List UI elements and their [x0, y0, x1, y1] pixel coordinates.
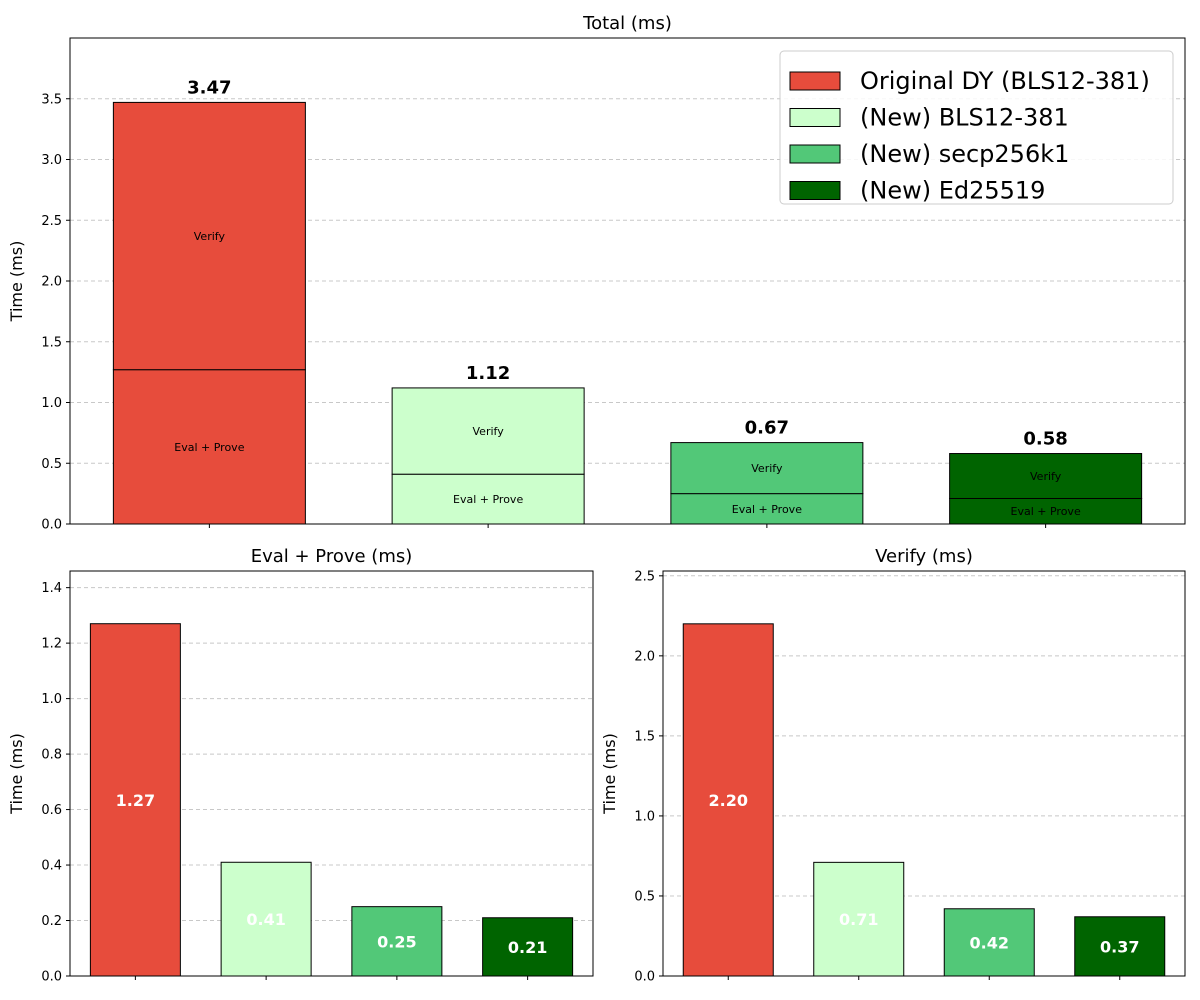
- bar-value-label: 0.25: [377, 932, 416, 951]
- y-tick-label: 0.0: [41, 970, 62, 985]
- segment-label-verify: Verify: [473, 425, 505, 438]
- legend-swatch: [789, 71, 841, 91]
- y-tick-label: 1.0: [41, 396, 62, 411]
- y-tick-label: 1.5: [634, 729, 655, 744]
- legend-swatch: [789, 181, 841, 200]
- total-value-label: 0.58: [1023, 429, 1067, 450]
- legend-swatch: [789, 108, 841, 127]
- bar-verify: [949, 453, 1143, 499]
- y-tick-label: 0.4: [41, 859, 62, 874]
- segment-label-verify: Verify: [194, 230, 226, 243]
- bar: [813, 861, 905, 977]
- bar-value-label: 0.21: [508, 938, 547, 957]
- chart-2: 0.0 0.2 0.4 0.6 0.8 1.0 1.2 1.4 1.27 0.41 0.25 0.21…: [7, 546, 594, 985]
- y-tick-label: 3.0: [41, 153, 62, 168]
- y-axis-label: Time (ms): [7, 733, 26, 815]
- chart-title: Total (ms): [582, 13, 672, 34]
- y-tick-label: 0.6: [41, 803, 62, 818]
- legend-label: (New) secp256k1: [860, 140, 1069, 168]
- bar-value-label: 0.41: [246, 910, 285, 929]
- y-tick-label: 0.2: [41, 914, 62, 929]
- segment-label-eval-prove: Eval + Prove: [732, 503, 802, 516]
- y-tick-label: 2.0: [634, 649, 655, 664]
- y-tick-label: 0.8: [41, 748, 62, 763]
- bar-verify: [112, 101, 306, 371]
- bar-eval-prove: [670, 493, 864, 525]
- legend-label: (New) BLS12-381: [860, 104, 1069, 132]
- segment-label-eval-prove: Eval + Prove: [453, 493, 523, 506]
- legend-label: Original DY (BLS12-381): [860, 67, 1150, 95]
- y-axis-label: Time (ms): [600, 733, 619, 815]
- legend: Original DY (BLS12-381) (New) BLS12-381 (N…: [779, 50, 1174, 205]
- bar-value-label: 0.37: [1100, 937, 1139, 956]
- bar-value-label: 2.20: [709, 791, 748, 810]
- legend-box: [779, 50, 1174, 205]
- chart-3: 0.0 0.5 1.0 1.5 2.0 2.5 2.20 0.71 0.42 0.37 Verify…: [600, 546, 1186, 985]
- y-tick-label: 0.5: [634, 889, 655, 904]
- bar: [943, 908, 1035, 977]
- bar-value-label: 0.42: [970, 933, 1009, 952]
- total-value-label: 0.67: [745, 418, 789, 439]
- chart-title: Eval + Prove (ms): [251, 546, 413, 567]
- bar: [89, 623, 181, 977]
- bar: [220, 861, 312, 977]
- y-tick-label: 1.0: [634, 809, 655, 824]
- bar-verify: [391, 387, 585, 475]
- axes-frame: [69, 570, 594, 977]
- bar-verify: [670, 442, 864, 495]
- y-tick-label: 1.2: [41, 637, 62, 652]
- bar: [351, 906, 443, 977]
- y-tick-label: 0.5: [41, 457, 62, 472]
- legend-swatch: [789, 144, 841, 164]
- segment-label-verify: Verify: [751, 462, 783, 475]
- chart-title: Verify (ms): [875, 546, 973, 567]
- y-tick-label: 1.0: [41, 692, 62, 707]
- chart-1: 0.0 0.5 1.0 1.5 2.0 2.5 3.0 3.5 Eval + Prove Veri…: [7, 13, 1186, 533]
- bar-value-label: 0.71: [839, 910, 878, 929]
- segment-label-eval-prove: Eval + Prove: [1011, 505, 1081, 518]
- y-tick-label: 1.4: [41, 581, 62, 596]
- bar: [482, 917, 574, 977]
- segment-label-verify: Verify: [1030, 470, 1062, 483]
- bar: [682, 623, 774, 977]
- y-tick-label: 2.5: [41, 214, 62, 229]
- bar-eval-prove: [391, 473, 585, 525]
- y-tick-label: 0.0: [634, 970, 655, 985]
- legend-label: (New) Ed25519: [860, 177, 1045, 205]
- y-axis-label: Time (ms): [7, 241, 26, 323]
- y-tick-label: 2.0: [41, 275, 62, 290]
- axes-frame: [69, 37, 1186, 525]
- y-tick-label: 1.5: [41, 335, 62, 350]
- bar-value-label: 1.27: [116, 791, 155, 810]
- total-value-label: 3.47: [187, 77, 231, 98]
- y-tick-label: 0.0: [41, 518, 62, 533]
- y-tick-label: 2.5: [634, 569, 655, 584]
- total-value-label: 1.12: [466, 363, 510, 384]
- bar-eval-prove: [112, 369, 306, 525]
- y-tick-label: 3.5: [41, 92, 62, 107]
- segment-label-eval-prove: Eval + Prove: [174, 441, 244, 454]
- axes-frame: [662, 570, 1186, 977]
